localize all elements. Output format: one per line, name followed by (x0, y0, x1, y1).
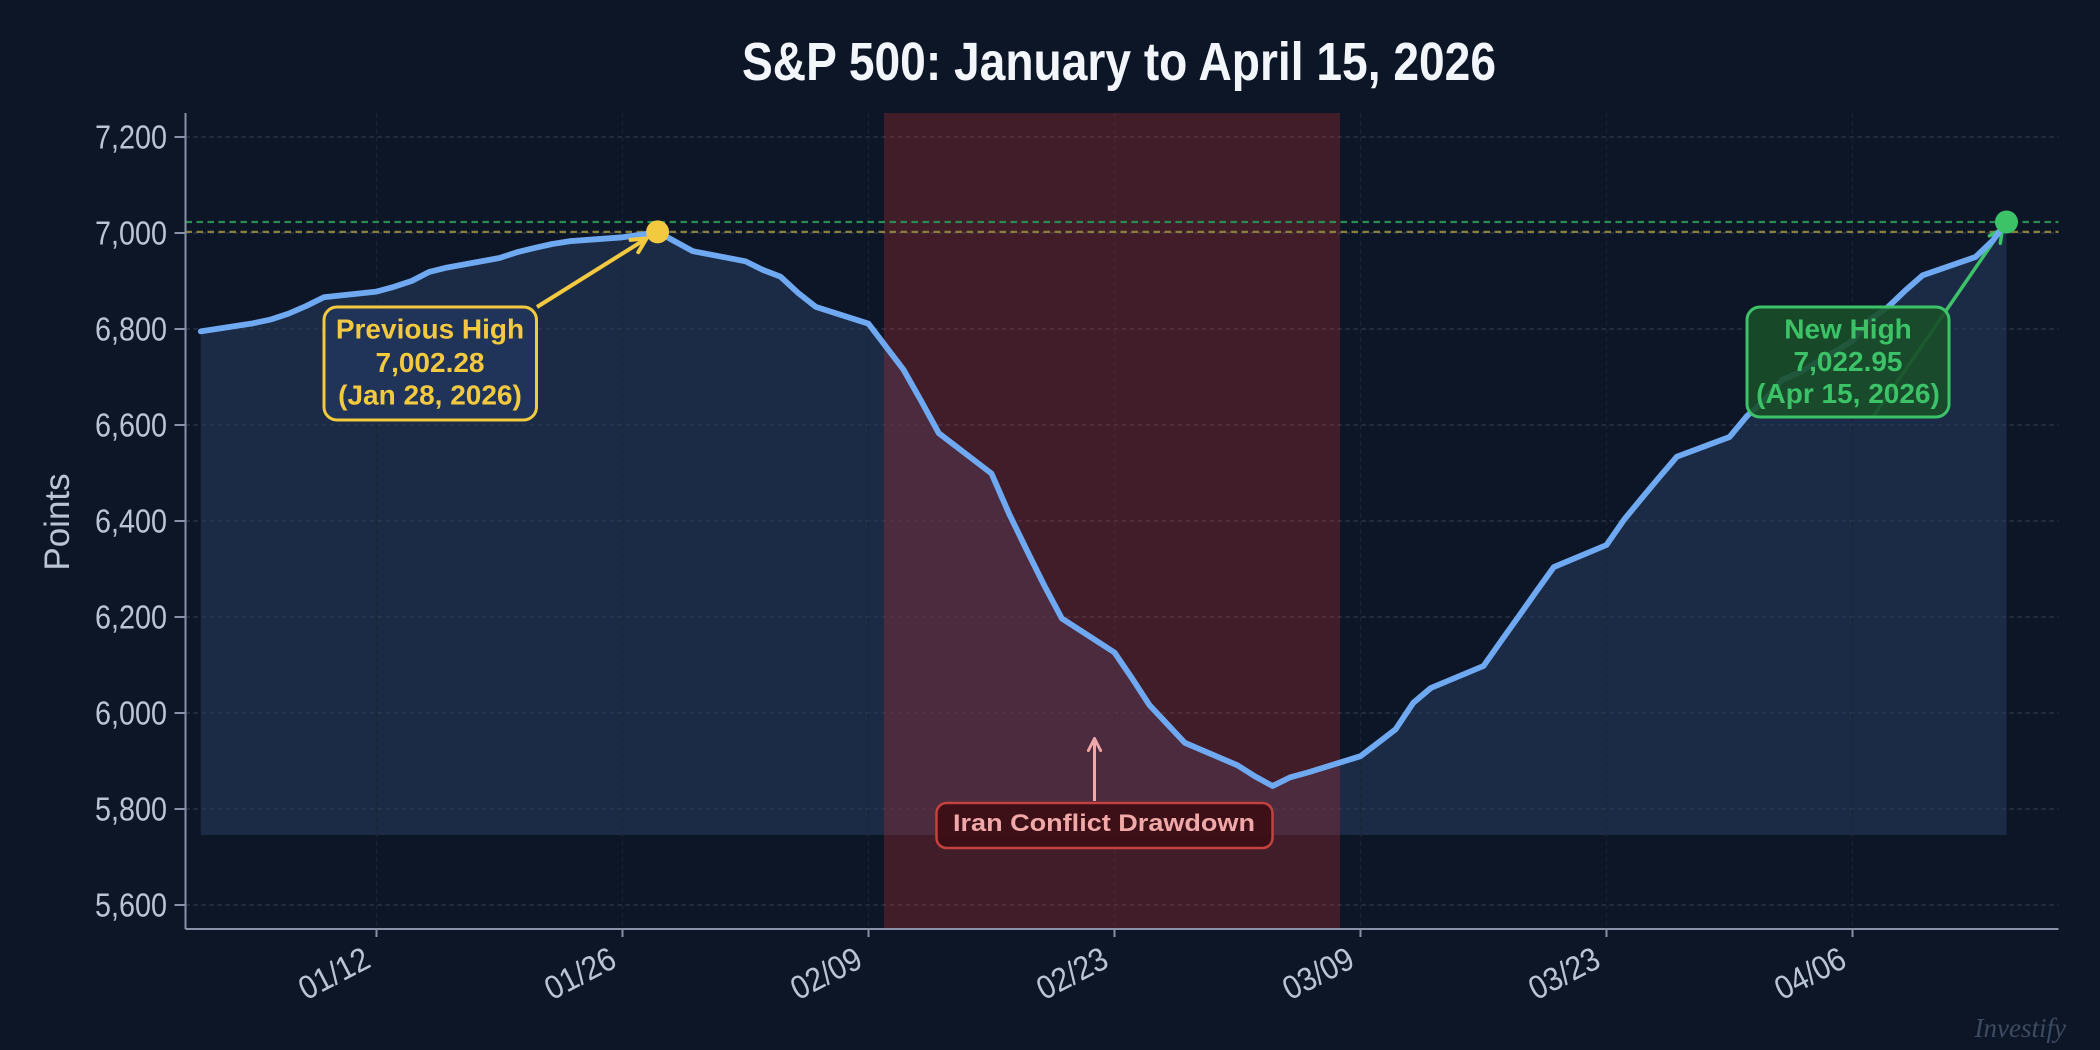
svg-text:Previous High: Previous High (336, 314, 524, 345)
svg-text:7,002.28: 7,002.28 (376, 347, 485, 378)
svg-text:7,200: 7,200 (95, 119, 167, 156)
svg-text:5,600: 5,600 (95, 887, 167, 924)
svg-text:5,800: 5,800 (95, 791, 167, 828)
svg-text:6,400: 6,400 (95, 503, 167, 540)
svg-text:6,200: 6,200 (95, 599, 167, 636)
svg-text:Points: Points (38, 473, 77, 570)
svg-text:6,600: 6,600 (95, 407, 167, 444)
svg-text:Iran Conflict Drawdown: Iran Conflict Drawdown (953, 810, 1255, 837)
svg-text:6,000: 6,000 (95, 695, 167, 732)
svg-text:(Jan 28, 2026): (Jan 28, 2026) (338, 380, 522, 411)
svg-text:New High: New High (1784, 314, 1912, 345)
svg-text:(Apr 15, 2026): (Apr 15, 2026) (1756, 378, 1940, 409)
svg-text:6,800: 6,800 (95, 311, 167, 348)
svg-text:S&P 500: January to April 15,: S&P 500: January to April 15, 2026 (742, 32, 1496, 92)
svg-text:Investify: Investify (1974, 1013, 2066, 1043)
svg-text:7,022.95: 7,022.95 (1794, 346, 1903, 377)
svg-text:7,000: 7,000 (95, 215, 167, 252)
